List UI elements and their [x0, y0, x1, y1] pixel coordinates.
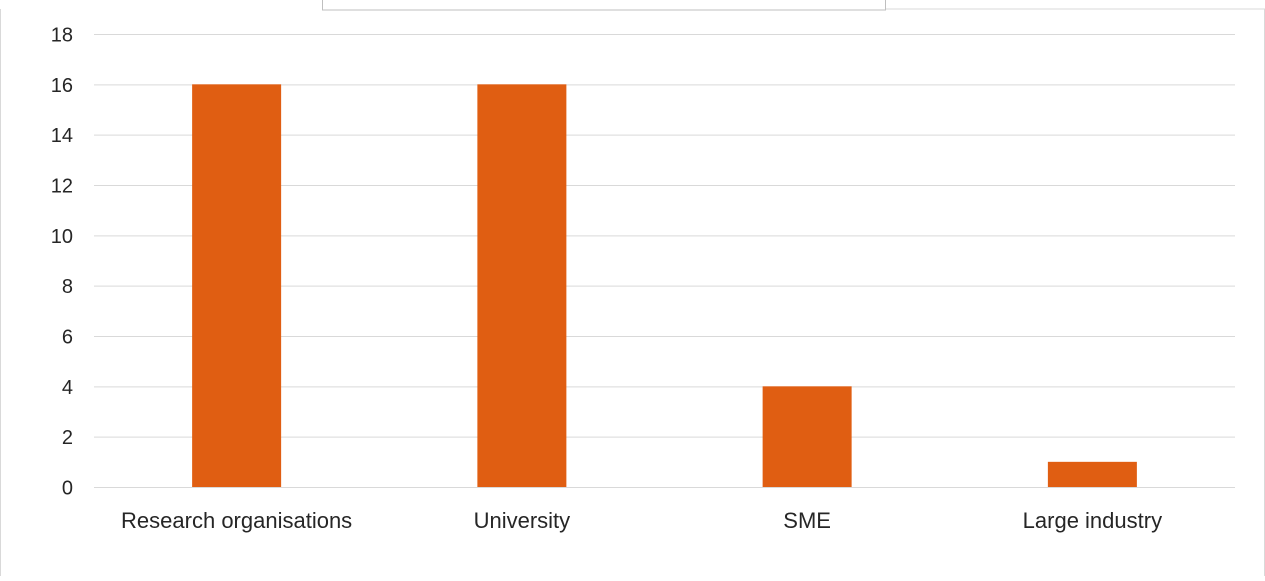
y-tick-label: 2	[62, 427, 73, 449]
y-axis-tick-labels: 0 2 4 6 8 10 12 14 16 18	[51, 25, 73, 500]
x-category-label: Large industry	[1023, 508, 1162, 533]
x-category-label: Research organisations	[121, 508, 352, 533]
y-tick-label: 8	[62, 276, 73, 298]
bar	[762, 386, 852, 487]
y-tick-label: 16	[51, 75, 73, 97]
y-tick-label: 0	[62, 478, 73, 500]
y-tick-label: 18	[51, 25, 73, 47]
bar	[477, 84, 567, 487]
y-tick-label: 4	[62, 377, 73, 399]
gridlines	[94, 34, 1235, 488]
x-category-label: University	[474, 508, 571, 533]
y-tick-label: 10	[51, 226, 73, 248]
bar	[192, 84, 282, 487]
y-tick-label: 12	[51, 176, 73, 198]
bar	[1047, 461, 1137, 487]
y-tick-label: 14	[51, 125, 73, 147]
y-tick-label: 6	[62, 327, 73, 349]
x-axis-category-labels: Research organisations University SME Large…	[121, 508, 1162, 533]
bars	[192, 84, 1137, 487]
x-category-label: SME	[783, 508, 831, 533]
top-box-remnant	[322, 0, 886, 11]
